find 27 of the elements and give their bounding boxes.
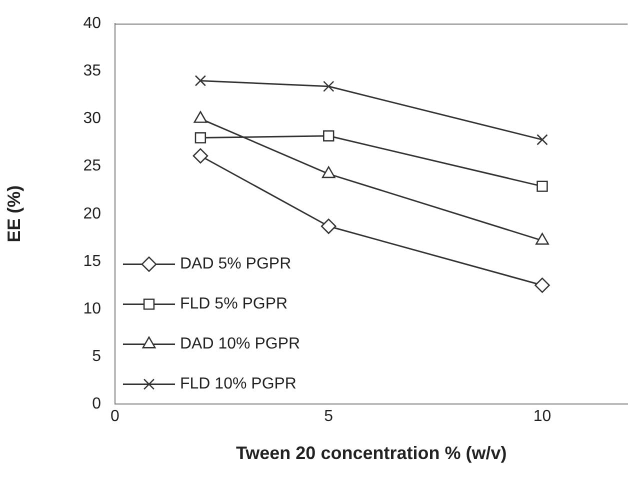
y-tick-label: 15 xyxy=(83,252,102,270)
y-tick-label: 30 xyxy=(83,110,102,128)
y-tick-label: 0 xyxy=(92,396,102,413)
point xyxy=(192,148,208,164)
point xyxy=(534,278,550,293)
y-axis-title: EE (%) xyxy=(4,185,24,242)
legend-label: DAD 10% PGPR xyxy=(180,336,300,353)
x-tick-label: 5 xyxy=(324,408,334,426)
point xyxy=(323,80,334,92)
y-tick-label: 35 xyxy=(83,62,102,80)
point xyxy=(194,132,206,144)
x-tick-label: 10 xyxy=(533,408,552,426)
y-tick-label: 40 xyxy=(83,15,102,32)
legend-label: DAD 5% PGPR xyxy=(180,256,292,273)
legend-label: FLD 5% PGPR xyxy=(180,296,288,313)
x-tick-label: 0 xyxy=(110,408,120,426)
point xyxy=(323,130,334,142)
y-tick-label: 25 xyxy=(83,158,102,175)
point xyxy=(194,75,206,86)
y-tick-label: 10 xyxy=(83,300,102,318)
legend-label: FLD 10% PGPR xyxy=(180,376,296,393)
point xyxy=(320,218,336,234)
y-tick-label: 20 xyxy=(83,205,102,222)
y-tick-label: 5 xyxy=(92,348,102,366)
x-axis-title: Tween 20 concentration % (w/v) xyxy=(236,443,507,464)
point xyxy=(536,180,548,192)
point xyxy=(536,134,548,146)
